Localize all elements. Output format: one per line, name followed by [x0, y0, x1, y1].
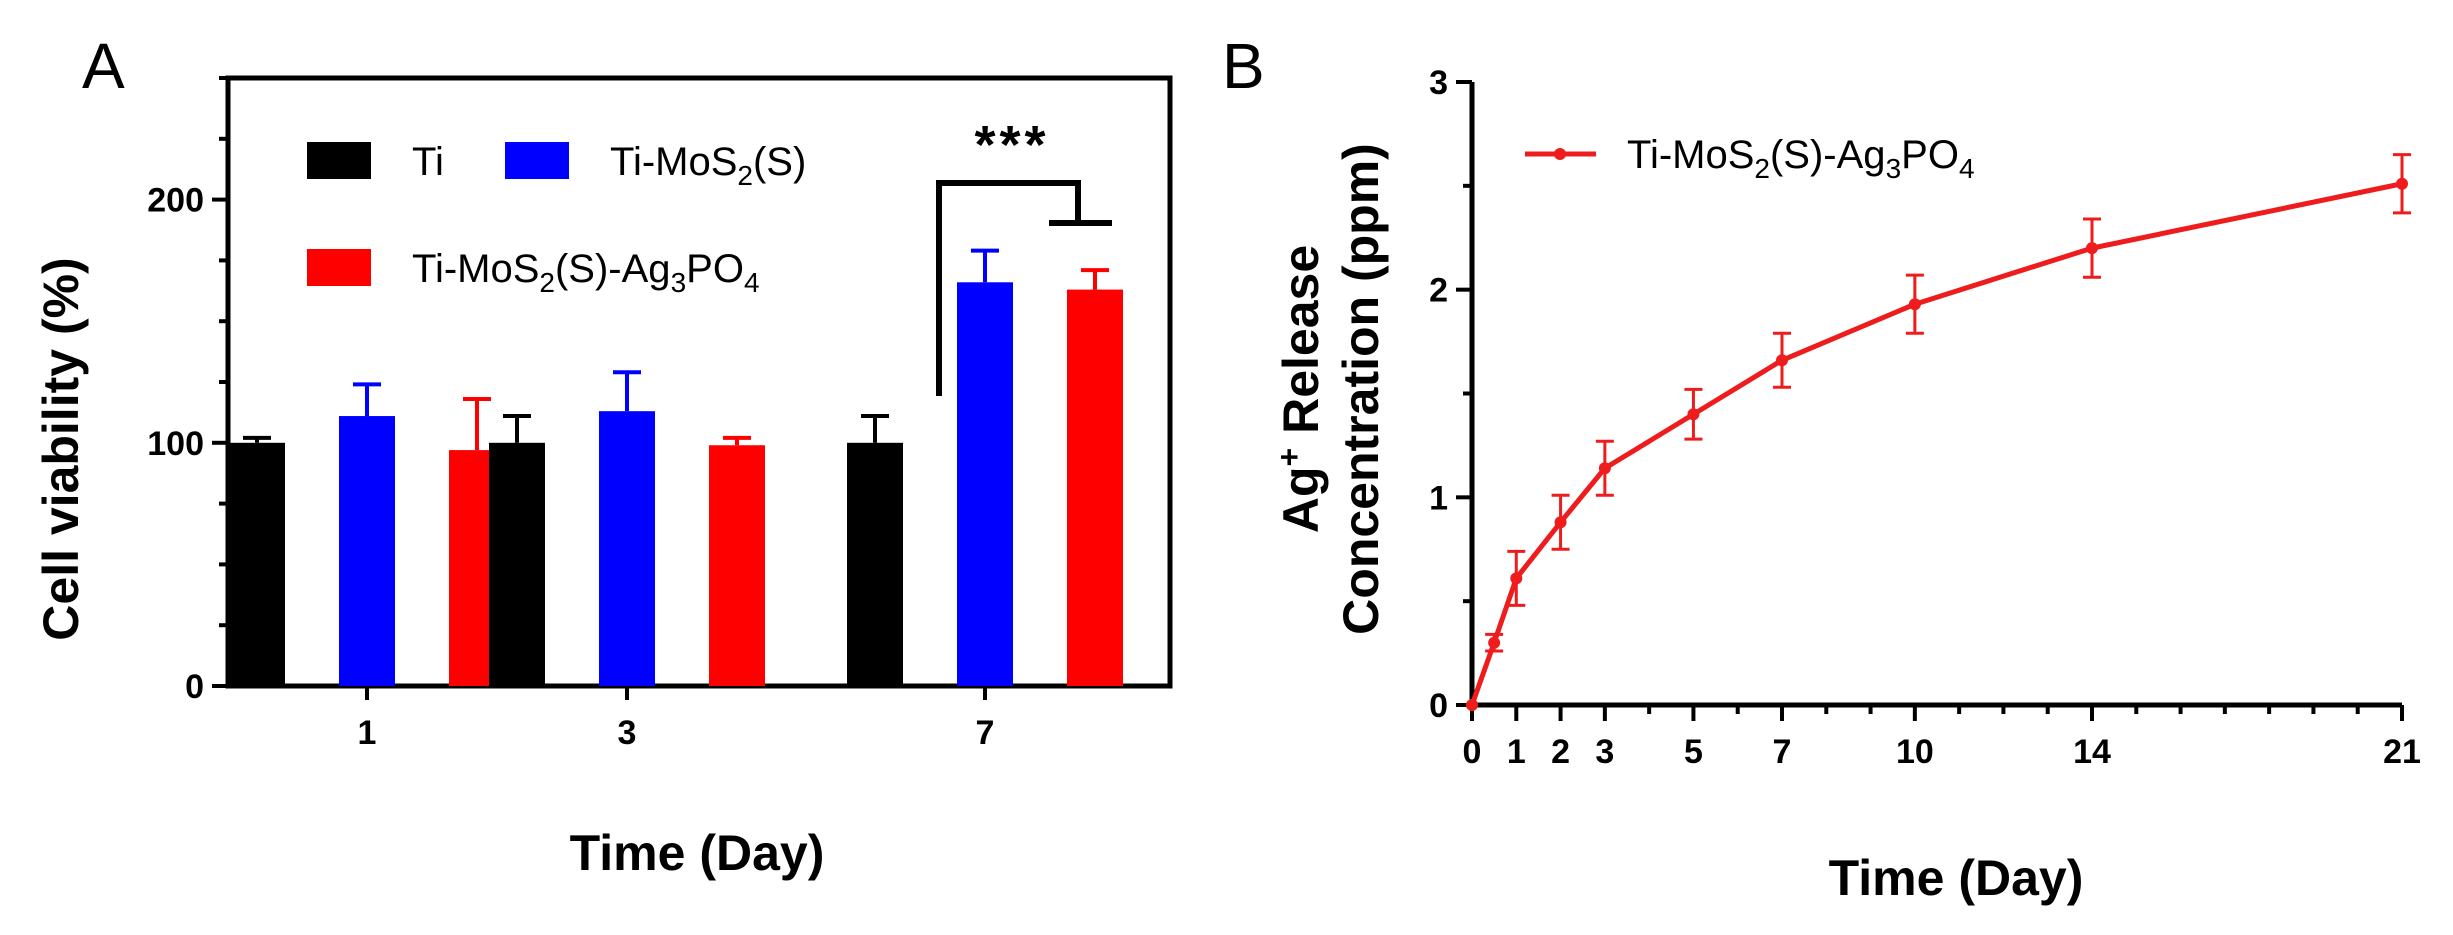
legend-label-ti: Ti — [412, 140, 444, 184]
panel-a-x-tick-label: 7 — [976, 714, 995, 752]
panel-b-x-tick-label: 5 — [1684, 733, 1703, 771]
panel-a-y-tick-label: 100 — [147, 425, 204, 463]
data-point-day-3 — [1598, 462, 1611, 475]
panel-a-bars — [229, 248, 1123, 686]
data-point-day-1 — [1510, 572, 1523, 585]
legend-swatch-ti — [307, 142, 371, 179]
panel-a-y-tick-label: 200 — [147, 182, 204, 220]
data-point-day-0 — [1466, 699, 1478, 711]
panel-b-label: B — [1222, 30, 1265, 102]
bar-ti-day-7 — [847, 442, 903, 686]
panel-a-x-tick-label: 3 — [618, 714, 637, 752]
data-point-day-2 — [1554, 516, 1567, 529]
panel-b-y-tick-label: 0 — [1429, 687, 1448, 725]
significance-bracket — [936, 180, 1081, 396]
bar-ti-mos2-s-day-7 — [957, 282, 1013, 686]
panel-b-y-tick-label: 1 — [1429, 479, 1448, 517]
panel-b-y-tick-label: 3 — [1429, 64, 1448, 102]
panel-b-x-tick-label: 14 — [2073, 733, 2111, 771]
panel-a-significance: *** — [936, 115, 1112, 396]
panel-a-y-tick-label: 0 — [185, 668, 204, 706]
data-point-day-7 — [1776, 354, 1788, 367]
panel-b-x-axis-title: Time (Day) — [1829, 850, 2084, 906]
data-point-day-10 — [1908, 298, 1921, 311]
panel-a-y-axis-title: Cell viability (%) — [33, 257, 89, 640]
bar-ti-mos2-s-day-3 — [599, 411, 655, 686]
panel-b-legend-label: Ti-MoS2(S)-Ag3PO4 — [1627, 133, 1975, 184]
data-point-day-5 — [1687, 408, 1700, 421]
panel-b-line-chart: B Ag+ Release Concentration (ppm) Time (… — [1222, 30, 2421, 906]
legend-label-ti-mos2-ag3po4: Ti-MoS2(S)-Ag3PO4 — [412, 247, 760, 298]
panel-b-x-tick-label: 3 — [1595, 733, 1614, 771]
panel-a-x-tick-label: 1 — [358, 714, 377, 752]
legend-marker-ti-mos2-ag3po4 — [1554, 148, 1566, 160]
legend-swatch-ti-mos2-ag3po4 — [307, 249, 371, 286]
significance-stars: *** — [974, 115, 1049, 175]
bar-ti-mos2-s-day-1 — [339, 416, 395, 686]
panel-b-series — [1466, 153, 2411, 711]
panel-b-x-tick-label: 7 — [1773, 733, 1792, 771]
legend-label-ti-mos2: Ti-MoS2(S) — [610, 140, 806, 191]
panel-a-label: A — [82, 30, 125, 102]
panel-a-legend: Ti Ti-MoS2(S) Ti-MoS2(S)-Ag3PO4 — [307, 140, 806, 298]
panel-b-legend: Ti-MoS2(S)-Ag3PO4 — [1525, 133, 1975, 184]
bar-ti-mos2-s-ag3po4-day-7 — [1067, 289, 1123, 686]
panel-b-x-tick-label: 10 — [1896, 733, 1934, 771]
legend-swatch-ti-mos2 — [505, 142, 569, 179]
panel-b-x-tick-label: 1 — [1507, 733, 1526, 771]
panel-a-bar-chart: A Cell viability (%) Time (Day) Ti Ti-Mo… — [33, 30, 1173, 881]
bar-ti-day-1 — [229, 442, 285, 686]
data-point-day-0.5 — [1488, 636, 1501, 649]
data-point-day-14 — [2086, 242, 2098, 255]
bar-ti-day-3 — [489, 442, 545, 686]
release-line — [1469, 181, 2403, 706]
panel-b-y-tick-label: 2 — [1429, 272, 1448, 310]
data-point-day-21 — [2396, 177, 2408, 190]
panel-b-x-tick-label: 21 — [2383, 733, 2421, 771]
bar-ti-mos2-s-ag3po4-day-3 — [709, 445, 765, 686]
panel-b-x-tick-label: 2 — [1551, 733, 1570, 771]
panel-b-y-axis-title-line1: Ag+ Release — [1271, 245, 1329, 533]
panel-b-x-tick-label: 0 — [1463, 733, 1482, 771]
panel-b-y-axis-title-line2: Concentration (ppm) — [1333, 143, 1389, 635]
panel-a-axes: 0 100 200 1 3 7 — [147, 75, 1173, 752]
panel-a-x-axis-title: Time (Day) — [570, 825, 825, 881]
